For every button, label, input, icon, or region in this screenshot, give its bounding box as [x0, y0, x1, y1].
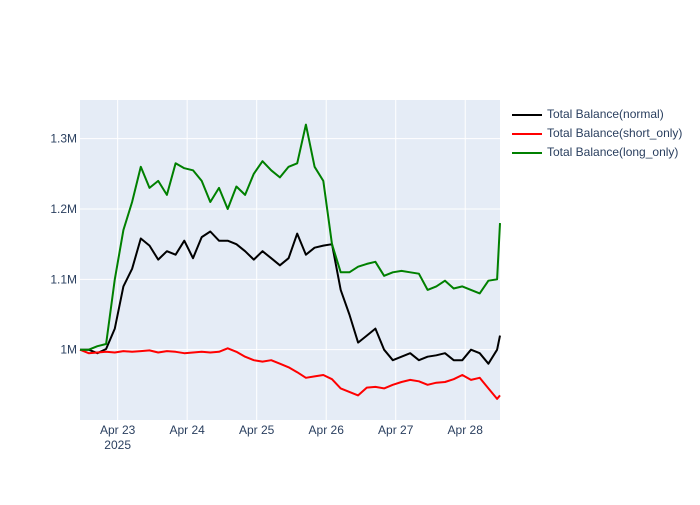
legend-item-short-only[interactable]: Total Balance(short_only) [510, 125, 695, 144]
legend: Total Balance(normal) Total Balance(shor… [510, 106, 695, 163]
legend-label-normal: Total Balance(normal) [547, 107, 664, 121]
x-tick-label: Apr 25 [239, 423, 275, 437]
legend-swatch-normal [512, 114, 542, 116]
y-tick-label: 1.3M [50, 132, 77, 146]
legend-label-long-only: Total Balance(long_only) [547, 145, 679, 159]
legend-label-short-only: Total Balance(short_only) [547, 126, 683, 140]
y-tick-label: 1.2M [50, 202, 77, 216]
x-tick-label: Apr 23 [100, 423, 136, 437]
y-axis: 1M 1.1M 1.2M 1.3M [50, 132, 77, 357]
x-tick-sublabel: 2025 [104, 438, 131, 452]
plot-area [80, 100, 500, 420]
series-layer [79, 123, 501, 400]
x-tick-label: Apr 26 [309, 423, 345, 437]
series-line-total-balance-normal [80, 230, 501, 365]
series-line-total-balance-long-only [80, 123, 501, 351]
legend-item-normal[interactable]: Total Balance(normal) [510, 106, 695, 125]
x-tick-label: Apr 24 [169, 423, 205, 437]
y-tick-label: 1M [60, 343, 77, 357]
y-tick-label: 1.1M [50, 272, 77, 286]
legend-swatch-long-only [512, 152, 542, 154]
x-tick-label: Apr 28 [448, 423, 484, 437]
series-line-total-balance-short-only [79, 347, 501, 400]
x-tick-label: Apr 27 [378, 423, 414, 437]
legend-item-long-only[interactable]: Total Balance(long_only) [510, 144, 695, 163]
legend-swatch-short-only [512, 133, 542, 135]
